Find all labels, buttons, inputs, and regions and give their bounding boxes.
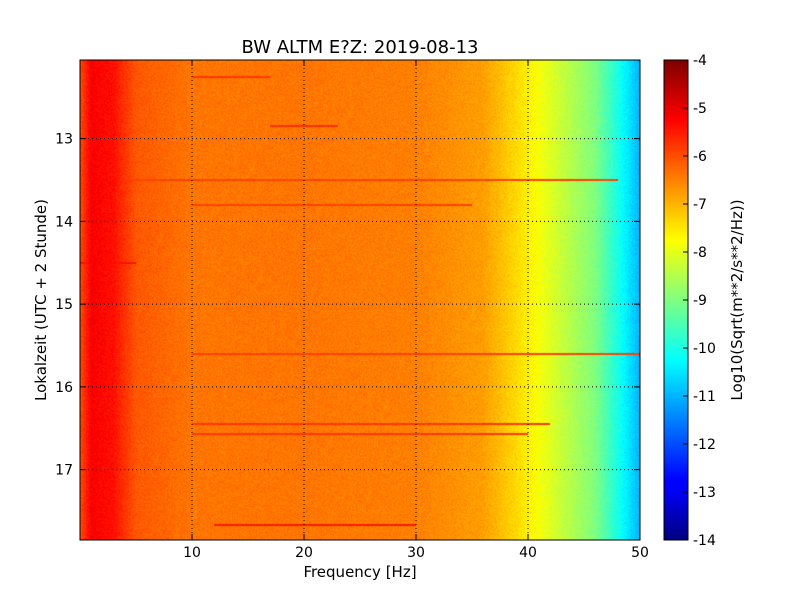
plot-frame	[79, 59, 641, 541]
colorbar-ticks: -4 -5 -6 -7 -8 -9 -10 -11 -12 -13 -14	[683, 53, 716, 549]
x-axis: 10 20 30 40 50	[183, 60, 649, 561]
x-tick-label: 50	[631, 545, 649, 561]
colorbar-label: Log10(Sqrt(m**2/s**2/Hz))	[728, 199, 746, 400]
colorbar-tick-label: -9	[693, 293, 707, 309]
colorbar-tick-label: -4	[693, 53, 707, 69]
x-tick-label: 40	[519, 545, 537, 561]
colorbar-tick-label: -8	[693, 245, 707, 261]
colorbar-tick-label: -14	[693, 533, 716, 549]
y-tick-label: 17	[55, 463, 73, 479]
colorbar-tick-label: -7	[693, 197, 707, 213]
y-tick-label: 14	[55, 214, 73, 230]
y-tick-label: 15	[55, 297, 73, 313]
colorbar-tick-label: -12	[693, 437, 716, 453]
colorbar-tick-label: -11	[693, 389, 716, 405]
grid-lines	[80, 60, 640, 540]
colorbar-tick-label: -5	[693, 101, 707, 117]
x-tick-label: 30	[407, 545, 425, 561]
x-axis-title: Frequency [Hz]	[303, 563, 416, 581]
x-tick-label: 20	[295, 545, 313, 561]
spectrogram-heatmap	[80, 60, 640, 540]
chart-title: BW ALTM E?Z: 2019-08-13	[242, 37, 479, 58]
colorbar-tick-label: -13	[693, 485, 716, 501]
y-axis-title: Lokalzeit (UTC + 2 Stunde)	[32, 199, 50, 401]
colorbar-tick-label: -6	[693, 149, 707, 165]
x-tick-label: 10	[183, 545, 201, 561]
y-tick-label: 16	[55, 380, 73, 396]
y-axis: 13 14 15 16 17	[55, 132, 640, 479]
y-tick-label: 13	[55, 132, 73, 148]
colorbar-tick-label: -10	[693, 341, 716, 357]
